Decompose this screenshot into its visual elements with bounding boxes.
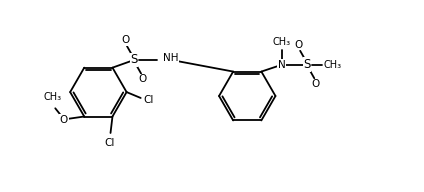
Text: S: S [304,58,311,71]
Text: O: O [312,79,320,89]
Text: O: O [60,115,68,125]
Text: Cl: Cl [104,138,114,148]
Text: O: O [121,35,129,45]
Text: N: N [278,60,286,70]
Text: CH₃: CH₃ [44,92,62,102]
Text: O: O [139,74,147,84]
Text: NH: NH [163,53,179,63]
Text: CH₃: CH₃ [273,37,291,47]
Text: S: S [130,53,138,66]
Text: CH₃: CH₃ [324,60,342,70]
Text: O: O [295,40,303,50]
Text: Cl: Cl [143,95,153,105]
